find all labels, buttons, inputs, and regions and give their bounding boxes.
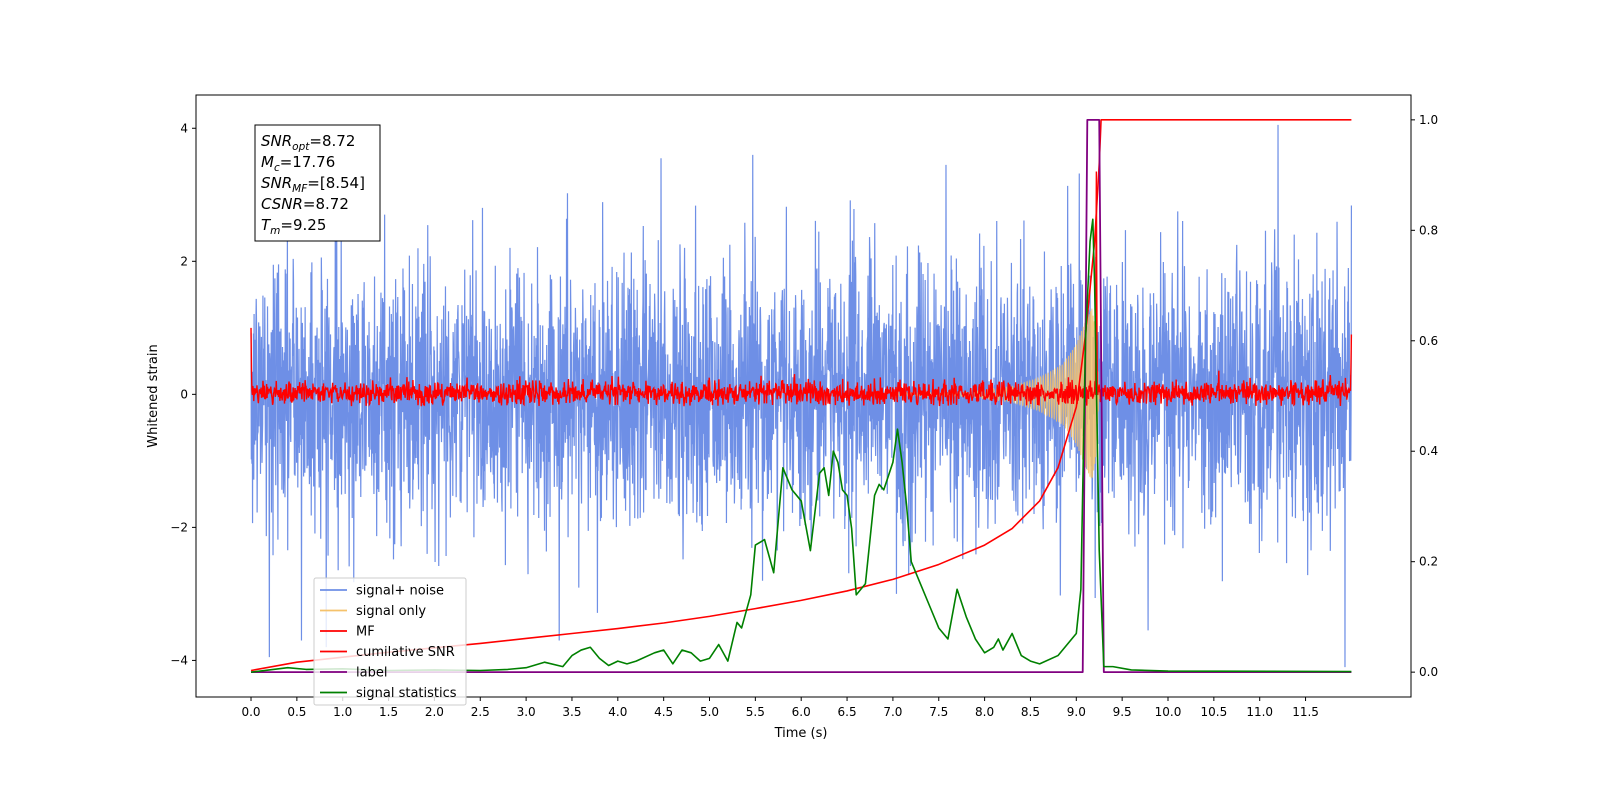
y-right-tick-label: 1.0 <box>1419 113 1438 127</box>
y-left-tick-label: 0 <box>180 387 188 401</box>
x-tick-label: 7.5 <box>929 705 948 719</box>
info-box-frame <box>254 124 381 242</box>
info-value: =8.72 <box>309 132 355 150</box>
y-left-tick-label: −2 <box>170 520 188 534</box>
x-tick-label: 7.0 <box>883 705 902 719</box>
y-axis-label: Whitened strain <box>146 344 161 447</box>
x-tick-label: 2.5 <box>471 705 490 719</box>
x-tick-label: 8.0 <box>975 705 994 719</box>
y-left-tick-label: 4 <box>180 121 188 135</box>
x-tick-label: 10.5 <box>1200 705 1227 719</box>
info-line: CSNR=8.72 <box>261 195 349 213</box>
y-right-tick-label: 0.2 <box>1419 555 1438 569</box>
legend: signal+ noise signal only MF cumilative SNR… <box>313 577 467 706</box>
info-line: Tm=9.25 <box>261 216 326 237</box>
y-left-tick-label: −4 <box>170 653 188 667</box>
x-tick-label: 1.5 <box>379 705 398 719</box>
x-tick-label: 5.0 <box>700 705 719 719</box>
info-value: =17.76 <box>280 153 336 171</box>
info-value: =[8.54] <box>307 174 365 192</box>
x-tick-label: 9.5 <box>1113 705 1132 719</box>
info-subscript: m <box>270 225 280 237</box>
x-tick-label: 11.5 <box>1292 705 1319 719</box>
info-subscript: MF <box>292 183 308 195</box>
x-tick-label: 8.5 <box>1021 705 1040 719</box>
series-line-signal-noise <box>250 124 1352 668</box>
x-tick-label: 1.0 <box>333 705 352 719</box>
x-tick-label: 6.5 <box>838 705 857 719</box>
x-axis-ticks: 0.0 0.5 1.0 1.5 2.0 2.5 3.0 3.5 4.0 4.5 5.0 5.5 6.0 6… <box>241 697 1319 719</box>
info-symbol: T <box>261 216 272 234</box>
y-right-tick-label: 0.8 <box>1419 223 1438 237</box>
y-right-tick-label: 0.4 <box>1419 444 1438 458</box>
info-symbol: SNR <box>261 132 292 150</box>
legend-label: MF <box>356 625 375 640</box>
info-subscript: opt <box>292 141 310 153</box>
info-line: Mc=17.76 <box>261 153 335 174</box>
info-symbol: SNR <box>261 174 292 192</box>
x-tick-label: 2.0 <box>425 705 444 719</box>
y-axis-left-ticks: −4 −2 0 2 4 <box>170 121 196 667</box>
x-tick-label: 0.0 <box>241 705 260 719</box>
info-line: SNRMF=[8.54] <box>261 174 365 195</box>
x-tick-label: 5.5 <box>746 705 765 719</box>
info-line: SNRopt=8.72 <box>261 132 355 153</box>
x-tick-label: 9.0 <box>1067 705 1086 719</box>
y-axis-right-ticks: 0.0 0.2 0.4 0.6 0.8 1.0 <box>1411 113 1438 679</box>
info-value: =8.72 <box>303 195 349 213</box>
legend-label: label <box>356 666 387 681</box>
x-axis-label: Time (s) <box>774 726 828 741</box>
info-symbol: M <box>261 153 274 171</box>
y-right-tick-label: 0.0 <box>1419 665 1438 679</box>
x-tick-label: 10.0 <box>1155 705 1182 719</box>
info-box: SNRopt=8.72Mc=17.76SNRMF=[8.54]CSNR=8.72… <box>254 124 381 242</box>
legend-frame <box>313 577 467 706</box>
series-line-signal-statistics <box>250 218 1352 673</box>
y-right-tick-label: 0.6 <box>1419 334 1438 348</box>
legend-label: cumilative SNR <box>356 645 455 660</box>
x-tick-label: 6.0 <box>792 705 811 719</box>
series-line-label <box>251 118 1352 674</box>
x-tick-label: 4.5 <box>654 705 673 719</box>
legend-label: signal only <box>356 604 426 619</box>
x-tick-label: 3.0 <box>517 705 536 719</box>
info-lines: SNRopt=8.72Mc=17.76SNRMF=[8.54]CSNR=8.72… <box>261 132 365 237</box>
legend-label: signal+ noise <box>356 584 444 599</box>
y-left-tick-label: 2 <box>180 254 188 268</box>
plot-frame <box>195 94 1412 698</box>
x-tick-label: 3.5 <box>562 705 581 719</box>
series-line-mf <box>250 171 1353 407</box>
legend-entries: signal+ noise signal only MF cumilative SNR… <box>320 584 457 701</box>
info-subscript: c <box>274 162 280 174</box>
x-tick-label: 4.0 <box>608 705 627 719</box>
info-symbol: CSNR <box>261 195 303 213</box>
info-value: =9.25 <box>280 216 326 234</box>
x-tick-label: 11.0 <box>1246 705 1273 719</box>
x-tick-label: 0.5 <box>287 705 306 719</box>
legend-label: signal statistics <box>356 686 457 701</box>
